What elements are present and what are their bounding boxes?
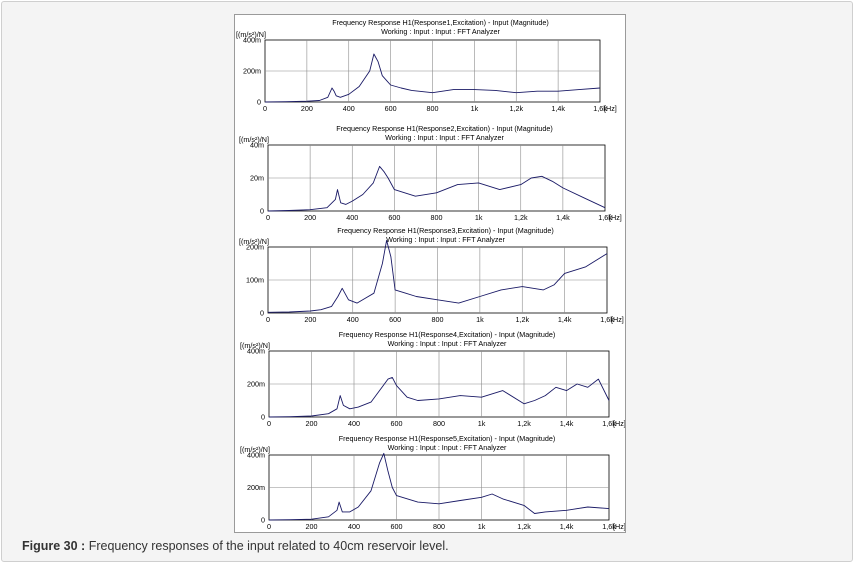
- chart-4-xtick-label: 1,6k: [602, 419, 616, 428]
- chart-1-ytick-label: 200m: [243, 67, 261, 76]
- chart-2-ytick-label: 40m: [250, 141, 264, 150]
- chart-3-ytick-label: 100m: [246, 276, 264, 285]
- chart-1-xtick-label: 800: [427, 104, 439, 113]
- chart-3-xtick-label: 800: [432, 315, 444, 324]
- chart-5-ytick-label: 0: [261, 516, 265, 525]
- chart-4-ytick-label: 200m: [247, 380, 265, 389]
- chart-4-subtitle: Working : Input : Input : FFT Analyzer: [388, 339, 507, 348]
- chart-2-ytick-label: 20m: [250, 174, 264, 183]
- chart-2-xtick-label: 400: [346, 213, 358, 222]
- chart-4-series-line: [268, 376, 610, 418]
- chart-5-ylabel: [(m/s²)/N]: [240, 445, 270, 454]
- chart-2-xtick-label: 0: [266, 213, 270, 222]
- chart-2-xtick-label: 200: [304, 213, 316, 222]
- chart-5-xtick-label: 0: [267, 522, 271, 531]
- chart-5-xtick-label: 1,6k: [602, 522, 616, 531]
- chart-5-xunit: [Hz]: [613, 522, 625, 531]
- chart-4-xtick-label: 1,4k: [560, 419, 574, 428]
- chart-1-subtitle: Working : Input : Input : FFT Analyzer: [381, 27, 500, 36]
- chart-4-ylabel: [(m/s²)/N]: [240, 341, 270, 350]
- figure-caption-label: Figure 30 :: [22, 539, 86, 553]
- chart-2-title: Frequency Response H1(Response2,Excitati…: [336, 124, 553, 133]
- chart-2-xtick-label: 600: [388, 213, 400, 222]
- chart-5-title: Frequency Response H1(Response5,Excitati…: [339, 434, 556, 443]
- chart-2-xtick-label: 1k: [475, 213, 483, 222]
- chart-5-xtick-label: 600: [391, 522, 403, 531]
- chart-1-xtick-label: 1,4k: [551, 104, 565, 113]
- chart-4-xtick-label: 800: [433, 419, 445, 428]
- chart-2-xtick-label: 800: [431, 213, 443, 222]
- chart-1-series-line: [264, 53, 601, 103]
- chart-3-xunit: [Hz]: [611, 315, 624, 324]
- chart-5-xtick-label: 800: [433, 522, 445, 531]
- figure-caption: Figure 30 : Frequency responses of the i…: [22, 539, 449, 553]
- figure-image: Frequency Response H1(Response1,Excitati…: [234, 14, 626, 533]
- chart-3-xtick-label: 400: [347, 315, 359, 324]
- chart-2-xunit: [Hz]: [609, 213, 622, 222]
- chart-5-ytick-label: 400m: [247, 451, 265, 460]
- chart-5-xtick-label: 1k: [478, 522, 486, 531]
- chart-5-series-line: [268, 452, 610, 521]
- chart-1-title: Frequency Response H1(Response1,Excitati…: [332, 18, 549, 27]
- chart-1-ytick-label: 400m: [243, 36, 261, 45]
- chart-5-xtick-label: 1,4k: [560, 522, 574, 531]
- chart-5-xtick-label: 1,2k: [517, 522, 531, 531]
- chart-1-ytick-label: 0: [257, 98, 261, 107]
- chart-3-xtick-label: 600: [389, 315, 401, 324]
- chart-3-xtick-label: 1,4k: [558, 315, 572, 324]
- chart-3-title: Frequency Response H1(Response3,Excitati…: [337, 226, 554, 235]
- chart-4-xtick-label: 0: [267, 419, 271, 428]
- chart-1-xtick-label: 400: [343, 104, 355, 113]
- chart-2-xtick-label: 1,6k: [598, 213, 612, 222]
- chart-4-xunit: [Hz]: [613, 419, 625, 428]
- chart-4-ytick-label: 400m: [247, 347, 265, 356]
- chart-1-xtick-label: 600: [385, 104, 397, 113]
- chart-3-xtick-label: 0: [266, 315, 270, 324]
- chart-2-series-line: [267, 165, 606, 212]
- chart-4-title: Frequency Response H1(Response4,Excitati…: [339, 330, 556, 339]
- chart-1-ylabel: [(m/s²)/N]: [236, 30, 266, 39]
- chart-3-ylabel: [(m/s²)/N]: [239, 237, 269, 246]
- chart-4-xtick-label: 400: [348, 419, 360, 428]
- chart-1-xunit: [Hz]: [604, 104, 617, 113]
- chart-2-subtitle: Working : Input : Input : FFT Analyzer: [385, 133, 504, 142]
- chart-2-ylabel: [(m/s²)/N]: [239, 135, 269, 144]
- chart-3-xtick-label: 1,2k: [515, 315, 529, 324]
- chart-5-xtick-label: 400: [348, 522, 360, 531]
- chart-1-xtick-label: 1,2k: [509, 104, 523, 113]
- chart-5-subtitle: Working : Input : Input : FFT Analyzer: [388, 443, 507, 452]
- chart-1-xtick-label: 200: [301, 104, 313, 113]
- chart-4-xtick-label: 1,2k: [517, 419, 531, 428]
- chart-2-ytick-label: 0: [260, 207, 264, 216]
- chart-5-ytick-label: 200m: [247, 483, 265, 492]
- chart-1-xtick-label: 1k: [471, 104, 479, 113]
- chart-4-ytick-label: 0: [261, 413, 265, 422]
- chart-3-xtick-label: 1,6k: [600, 315, 614, 324]
- chart-4-xtick-label: 600: [391, 419, 403, 428]
- chart-4-xtick-label: 1k: [478, 419, 486, 428]
- chart-3-xtick-label: 200: [304, 315, 316, 324]
- chart-2-xtick-label: 1,2k: [514, 213, 528, 222]
- figure-caption-text: Frequency responses of the input related…: [88, 539, 449, 553]
- chart-4-xtick-label: 200: [306, 419, 318, 428]
- chart-1-xtick-label: 1,6k: [593, 104, 607, 113]
- chart-3-subtitle: Working : Input : Input : FFT Analyzer: [386, 235, 505, 244]
- chart-1-xtick-label: 0: [263, 104, 267, 113]
- chart-5-xtick-label: 200: [306, 522, 318, 531]
- frequency-response-charts: Frequency Response H1(Response1,Excitati…: [236, 18, 625, 531]
- chart-3-ytick-label: 0: [260, 309, 264, 318]
- chart-2-xtick-label: 1,4k: [556, 213, 570, 222]
- chart-3-series-line: [267, 239, 608, 313]
- chart-3-ytick-label: 200m: [246, 243, 264, 252]
- chart-3-xtick-label: 1k: [476, 315, 484, 324]
